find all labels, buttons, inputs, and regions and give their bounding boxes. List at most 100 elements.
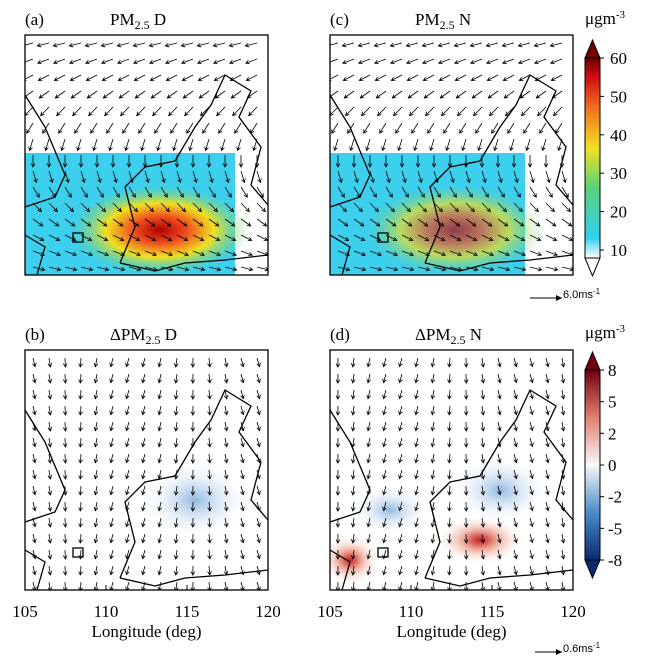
wind-arrow — [335, 533, 341, 544]
wind-arrow — [141, 469, 146, 480]
wind-arrow — [351, 533, 356, 544]
wind-arrow — [445, 138, 451, 152]
wind-arrow — [447, 373, 452, 384]
wind-arrow — [26, 122, 34, 134]
wind-arrow — [335, 485, 341, 496]
wind-arrow — [256, 565, 261, 576]
wind-arrow — [196, 42, 210, 48]
wind-arrow — [401, 250, 415, 257]
wind-arrow — [529, 549, 534, 560]
wind-arrow — [447, 405, 452, 416]
wind-arrow — [160, 234, 173, 242]
colorbar-unit: μgm-3 — [585, 323, 626, 342]
wind-arrow — [513, 437, 518, 448]
wind-arrow — [109, 421, 114, 432]
wind-arrow — [560, 357, 566, 368]
wind-arrow — [32, 501, 37, 512]
wind-arrow — [545, 234, 558, 242]
wind-arrow — [480, 549, 486, 560]
wind-arrow — [529, 405, 534, 416]
wind-arrow — [382, 469, 387, 480]
wind-arrow — [240, 186, 248, 198]
wind-arrow — [125, 517, 130, 528]
wind-arrow — [366, 453, 371, 464]
wind-arrow — [414, 437, 419, 448]
wind-arrow — [64, 250, 78, 257]
wind-arrow — [437, 58, 451, 65]
wind-arrow — [443, 122, 451, 134]
wind-arrow — [173, 485, 179, 496]
wind-arrow — [100, 42, 114, 48]
wind-arrow — [560, 549, 566, 560]
wind-arrow — [256, 389, 261, 400]
wind-arrow — [88, 106, 98, 117]
wind-arrow — [449, 186, 457, 198]
colorbar-tick-label: 8 — [608, 361, 617, 380]
wind-arrow — [141, 485, 146, 496]
title-text: ΔPM — [415, 325, 451, 344]
wind-arrow — [480, 421, 486, 432]
wind-arrow — [541, 138, 547, 152]
wind-arrow — [157, 549, 162, 560]
wind-arrow — [495, 155, 501, 168]
x-tick-label: 110 — [399, 602, 424, 621]
wind-arrow — [256, 485, 261, 496]
wind-arrow — [560, 405, 566, 416]
wind-arrow — [382, 581, 387, 590]
wind-arrow — [240, 234, 253, 242]
wind-arrow — [430, 421, 436, 432]
wind-arrow — [497, 501, 502, 512]
wind-arrow — [437, 42, 451, 48]
wind-arrow — [529, 565, 534, 576]
wind-arrow — [475, 122, 483, 134]
wind-arrow — [157, 485, 162, 496]
wind-arrow — [172, 138, 178, 152]
wind-arrow — [223, 517, 229, 528]
wind-arrow — [513, 517, 518, 528]
wind-arrow — [535, 90, 547, 99]
wind-arrow — [141, 437, 146, 448]
wind-arrow — [560, 437, 566, 448]
wind-arrow — [208, 234, 221, 242]
wind-arrow — [160, 250, 174, 257]
wind-arrow — [363, 122, 371, 134]
wind-arrow — [197, 74, 210, 82]
wind-arrow — [449, 250, 463, 257]
wind-arrow — [68, 42, 82, 48]
wind-arrow — [366, 549, 371, 560]
wind-arrow — [497, 186, 505, 198]
wind-arrow — [256, 170, 262, 184]
wind-arrow — [198, 90, 210, 99]
wind-arrow — [157, 565, 162, 576]
wind-arrow — [256, 533, 261, 544]
wind-arrow — [398, 501, 403, 512]
wind-arrow — [152, 106, 162, 117]
wind-arrow — [470, 74, 483, 82]
wind-arrow — [397, 138, 403, 152]
scale-arrow-head — [556, 649, 562, 655]
wind-arrow — [84, 42, 98, 48]
wind-arrow — [86, 90, 98, 99]
wind-arrow — [430, 437, 436, 448]
wind-arrow — [560, 517, 566, 528]
wind-arrow — [341, 42, 355, 48]
wind-arrow — [382, 453, 387, 464]
scale-arrow-head — [556, 295, 562, 301]
wind-arrow — [439, 90, 451, 99]
title-sub: 2.5 — [146, 333, 161, 347]
wind-arrow — [47, 565, 53, 576]
wind-arrow — [149, 74, 162, 82]
wind-arrow — [373, 42, 387, 48]
wind-arrow — [351, 501, 356, 512]
wind-arrow — [529, 373, 534, 384]
wind-arrow — [62, 517, 68, 528]
wind-arrow — [415, 155, 421, 168]
wind-arrow — [485, 42, 499, 48]
wind-arrow — [337, 186, 345, 198]
wind-arrow — [168, 106, 178, 117]
wind-arrow — [93, 565, 99, 576]
wind-arrow — [414, 373, 419, 384]
wind-arrow — [109, 453, 114, 464]
wind-arrow — [560, 533, 566, 544]
wind-arrow — [480, 405, 486, 416]
